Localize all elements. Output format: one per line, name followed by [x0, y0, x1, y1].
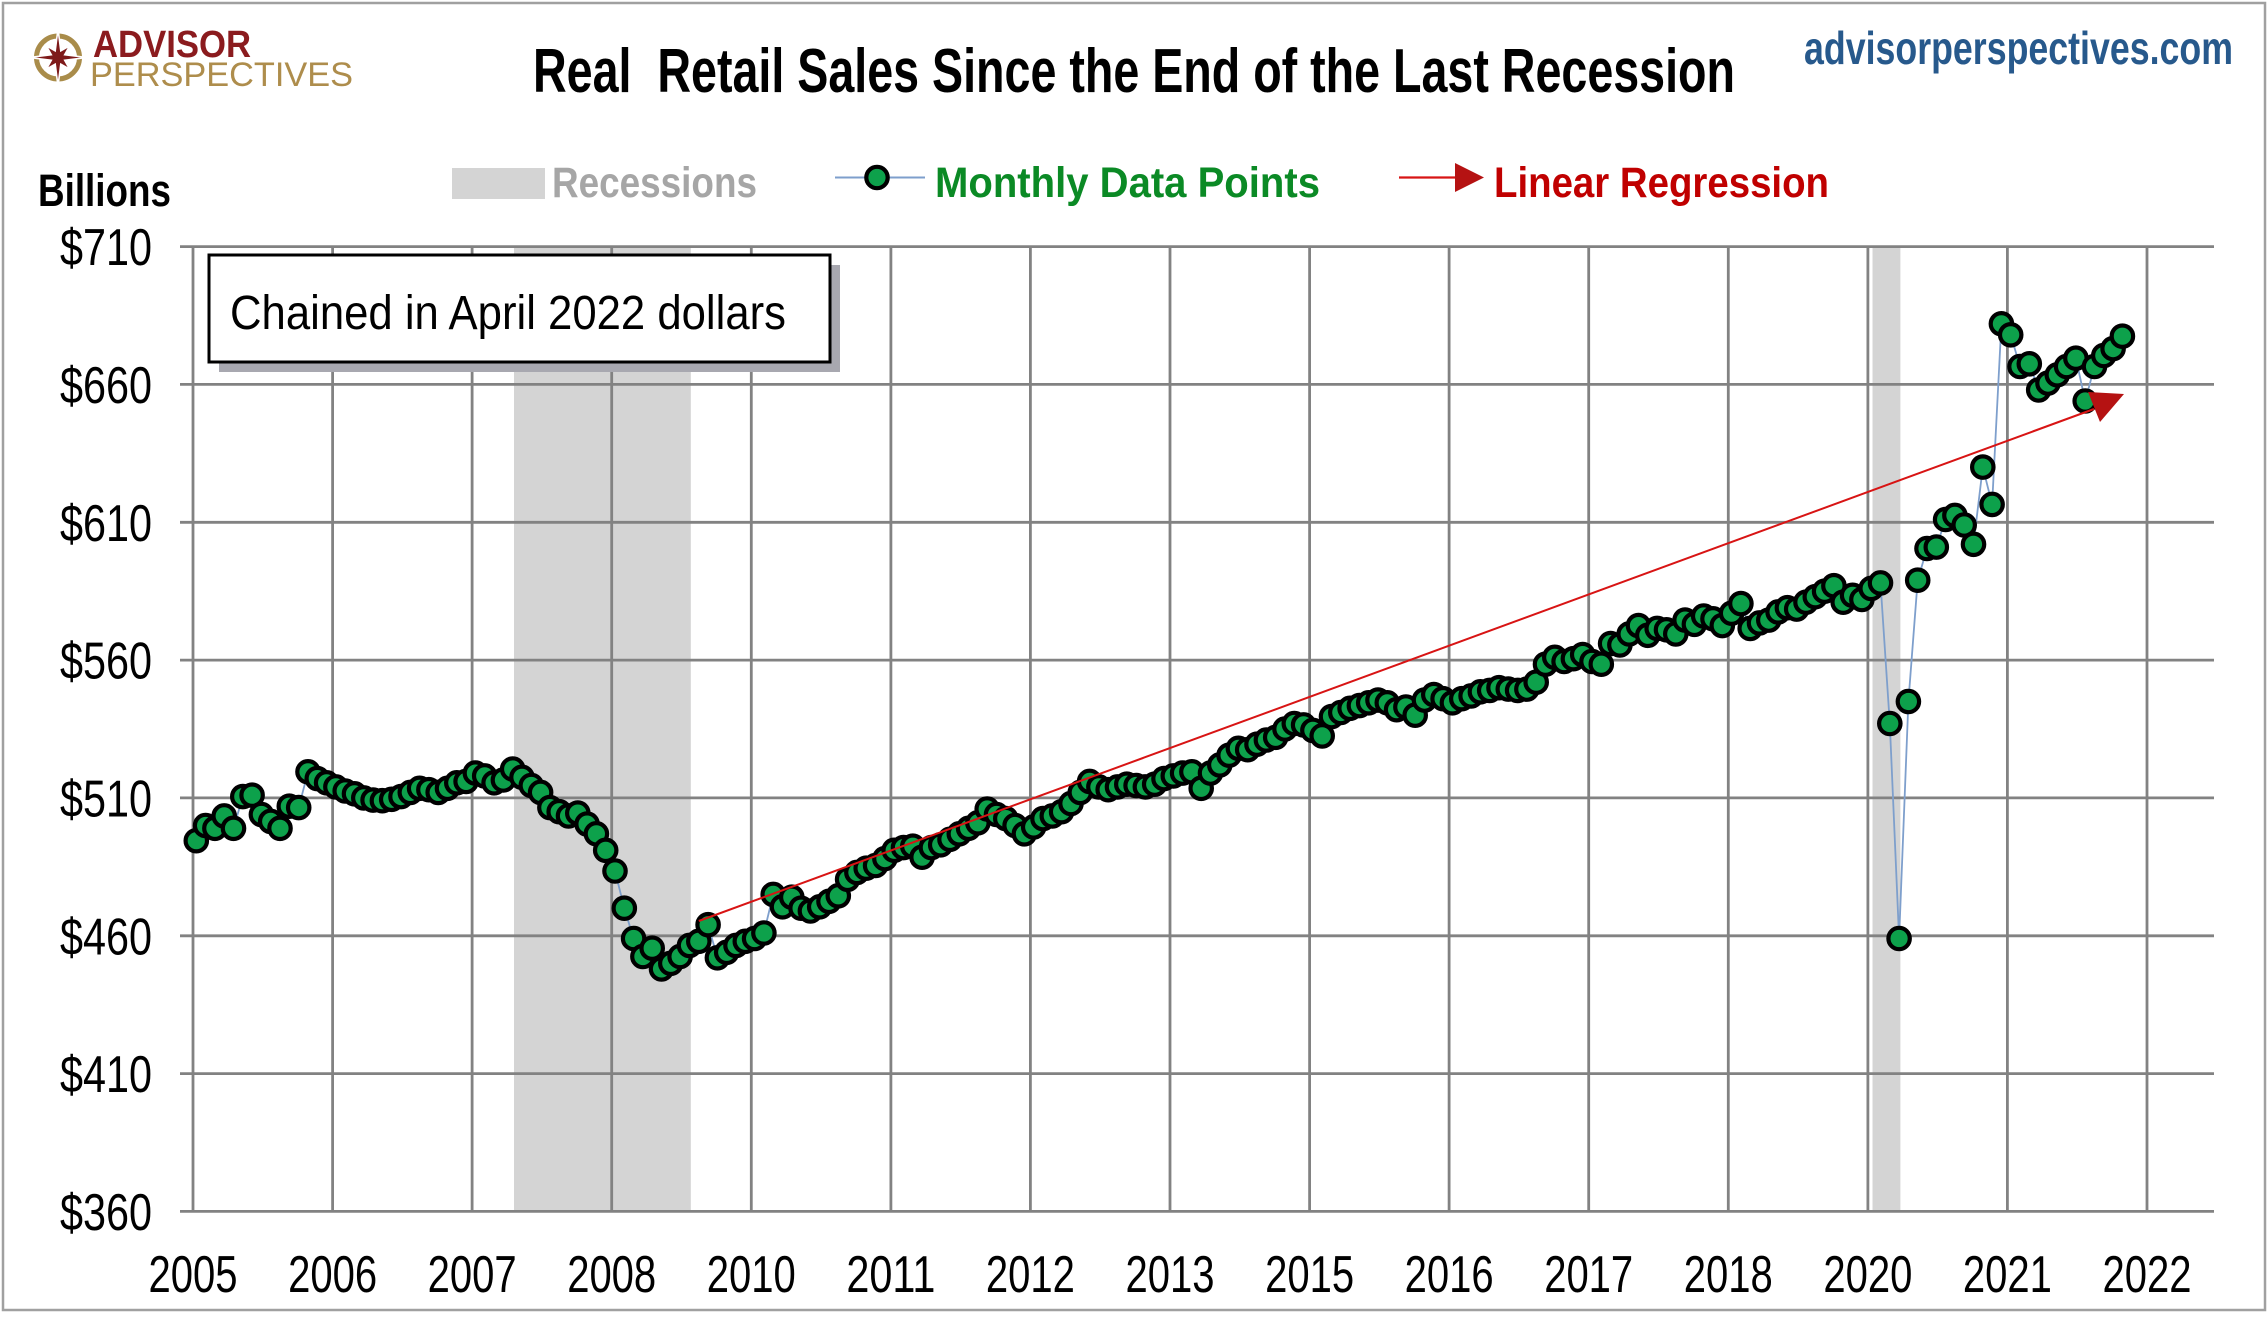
svg-text:2005: 2005 — [149, 1246, 238, 1304]
svg-text:2022: 2022 — [2103, 1246, 2192, 1304]
svg-text:Monthly Data Points: Monthly Data Points — [935, 159, 1320, 207]
svg-text:2015: 2015 — [1265, 1246, 1354, 1304]
svg-text:2008: 2008 — [567, 1246, 656, 1304]
svg-text:$510: $510 — [60, 770, 152, 828]
svg-text:2020: 2020 — [1823, 1246, 1912, 1304]
svg-text:2016: 2016 — [1405, 1246, 1494, 1304]
svg-text:$460: $460 — [60, 908, 152, 966]
svg-text:Linear Regression: Linear Regression — [1494, 159, 1829, 207]
svg-text:advisorperspectives.com: advisorperspectives.com — [1804, 22, 2233, 74]
svg-text:$710: $710 — [60, 219, 152, 277]
svg-text:PERSPECTIVES: PERSPECTIVES — [90, 56, 353, 94]
svg-text:2018: 2018 — [1684, 1246, 1773, 1304]
svg-text:2011: 2011 — [846, 1246, 935, 1304]
svg-text:$660: $660 — [60, 357, 152, 415]
svg-text:$360: $360 — [60, 1184, 152, 1242]
svg-text:2021: 2021 — [1963, 1246, 2052, 1304]
svg-text:2007: 2007 — [428, 1246, 517, 1304]
svg-text:$610: $610 — [60, 495, 152, 553]
svg-text:Chained in April 2022 dollars: Chained in April 2022 dollars — [230, 287, 786, 340]
svg-text:Recessions: Recessions — [552, 159, 757, 207]
svg-text:2012: 2012 — [986, 1246, 1075, 1304]
svg-text:$560: $560 — [60, 633, 152, 691]
svg-text:2013: 2013 — [1126, 1246, 1215, 1304]
svg-text:$410: $410 — [60, 1046, 152, 1104]
svg-text:2017: 2017 — [1544, 1246, 1633, 1304]
svg-text:ADVISOR: ADVISOR — [93, 24, 251, 66]
svg-text:Real Retail Sales Since the E: Real Retail Sales Since the End of the L… — [533, 37, 1735, 106]
svg-text:Billions: Billions — [38, 165, 171, 216]
svg-text:2006: 2006 — [288, 1246, 377, 1304]
svg-text:2010: 2010 — [707, 1246, 796, 1304]
